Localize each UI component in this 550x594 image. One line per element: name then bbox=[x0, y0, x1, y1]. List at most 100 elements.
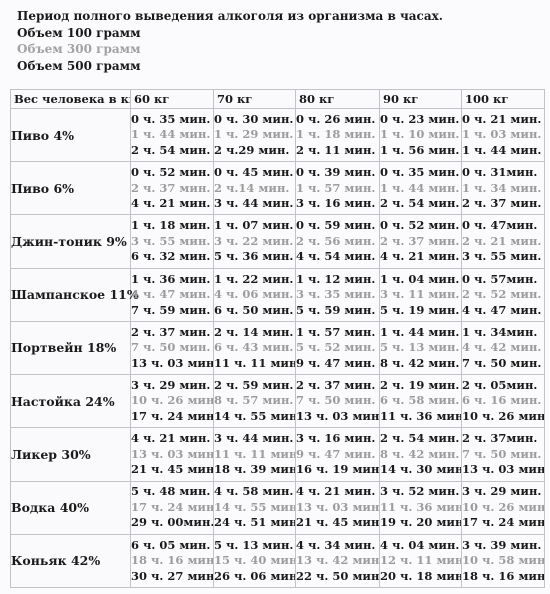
drink-label: Шампанское 11% bbox=[10, 267, 139, 322]
time-value-100g: 4 ч. 58 мин. bbox=[214, 484, 294, 499]
time-cell: 0 ч. 35 мин. 1 ч. 44 мин. 2 ч. 54 мин. bbox=[130, 107, 214, 163]
time-value-500g: 17 ч. 24 мин. bbox=[131, 408, 214, 423]
time-value-100g: 5 ч. 48 мин. bbox=[131, 484, 211, 499]
drink-label: Коньяк 42% bbox=[10, 533, 131, 589]
time-cell: 5 ч. 13 мин. 15 ч. 40 мин. 26 ч. 06 мин. bbox=[213, 533, 296, 589]
time-cell: 3 ч. 29 мин. 10 ч. 26 мин. 17 ч. 24 мин. bbox=[461, 480, 545, 535]
time-cell: 0 ч. 59 мин. 2 ч. 56 мин. 4 ч. 54 мин. bbox=[295, 214, 380, 269]
time-cell: 0 ч. 31мин. 1 ч. 34 мин. 2 ч. 37 мин. bbox=[461, 161, 545, 216]
time-value-100g: 0 ч. 35 мин. bbox=[131, 111, 211, 126]
time-cell: 0 ч. 26 мин. 1 ч. 18 мин. 2 ч. 11 мин. bbox=[295, 107, 380, 163]
time-value-300g: 6 ч. 16 мин. bbox=[462, 393, 542, 408]
time-value-500g: 5 ч. 36 мин. bbox=[214, 249, 294, 264]
time-cell: 4 ч. 21 мин. 13 ч. 03 мин. 21 ч. 45 мин. bbox=[295, 480, 380, 535]
time-value-500g: 4 ч. 54 мин. bbox=[296, 249, 376, 264]
time-value-300g: 1 ч. 44 мин. bbox=[131, 127, 211, 142]
time-cell: 3 ч. 44 мин. 11 ч. 11 мин. 18 ч. 39 мин. bbox=[213, 427, 296, 482]
time-value-100g: 3 ч. 39 мин. bbox=[462, 537, 542, 552]
time-cell: 5 ч. 48 мин. 17 ч. 24 мин. 29 ч. 00мин. bbox=[130, 480, 214, 535]
time-cell: 0 ч. 39 мин. 1 ч. 57 мин. 3 ч. 16 мин. bbox=[295, 161, 380, 216]
time-value-100g: 1 ч. 34мин. bbox=[462, 324, 538, 339]
time-value-300g: 17 ч. 24 мин. bbox=[131, 499, 214, 514]
time-value-100g: 3 ч. 29 мин. bbox=[462, 484, 542, 499]
time-value-100g: 0 ч. 52 мин. bbox=[131, 165, 211, 180]
time-value-500g: 1 ч. 44 мин. bbox=[462, 142, 542, 157]
time-value-500g: 2 ч.29 мин. bbox=[214, 142, 290, 157]
time-value-500g: 29 ч. 00мин. bbox=[131, 515, 214, 530]
time-cell: 4 ч. 04 мин. 12 ч. 11 мин. 20 ч. 18 мин. bbox=[379, 533, 462, 589]
time-value-500g: 4 ч. 47 мин. bbox=[462, 302, 542, 317]
time-value-300g: 10 ч. 26 мин. bbox=[462, 499, 545, 514]
time-value-500g: 14 ч. 30 мин. bbox=[380, 462, 462, 477]
table-row: Шампанское 11% 1 ч. 36 мин. 4 ч. 47 мин. 7 … bbox=[10, 267, 545, 322]
time-value-500g: 2 ч. 54 мин. bbox=[131, 142, 211, 157]
time-value-300g: 11 ч. 11 мин. bbox=[214, 446, 296, 461]
time-value-100g: 4 ч. 21 мин. bbox=[131, 431, 211, 446]
time-value-300g: 1 ч. 34 мин. bbox=[462, 180, 542, 195]
time-value-500g: 11 ч. 11 мин. bbox=[214, 355, 296, 370]
time-value-100g: 1 ч. 04 мин. bbox=[380, 271, 460, 286]
drink-label: Настойка 24% bbox=[10, 374, 131, 429]
time-value-100g: 2 ч. 05мин. bbox=[462, 377, 538, 392]
time-value-500g: 5 ч. 59 мин. bbox=[296, 302, 376, 317]
time-value-300g: 2 ч. 56 мин. bbox=[296, 233, 376, 248]
time-value-500g: 6 ч. 32 мин. bbox=[131, 249, 211, 264]
time-value-100g: 4 ч. 21 мин. bbox=[296, 484, 376, 499]
time-value-100g: 3 ч. 16 мин. bbox=[296, 431, 376, 446]
legend-volume-100: Объем 100 грамм bbox=[17, 25, 141, 40]
table-row: Портвейн 18% 2 ч. 37 мин. 7 ч. 50 мин. 13 ч… bbox=[10, 320, 545, 376]
drink-label: Пиво 4% bbox=[10, 107, 131, 163]
table-row: Пиво 4% 0 ч. 35 мин. 1 ч. 44 мин. 2 ч. 54 м… bbox=[10, 107, 545, 163]
table-row: Настойка 24% 3 ч. 29 мин. 10 ч. 26 мин. 17 … bbox=[10, 374, 545, 429]
corner-header: Вес человека в кг. bbox=[10, 89, 131, 109]
time-cell: 2 ч. 05мин. 6 ч. 16 мин. 10 ч. 26 мин. bbox=[461, 374, 545, 429]
time-value-500g: 22 ч. 50 мин. bbox=[296, 568, 380, 583]
time-value-300g: 1 ч. 57 мин. bbox=[296, 180, 376, 195]
time-value-500g: 21 ч. 45 мин. bbox=[131, 462, 214, 477]
time-value-100g: 2 ч. 54 мин. bbox=[380, 431, 460, 446]
table-row: Пиво 6% 0 ч. 52 мин. 2 ч. 37 мин. 4 ч. 21 м… bbox=[10, 161, 545, 216]
time-value-100g: 4 ч. 04 мин. bbox=[380, 537, 460, 552]
time-cell: 2 ч. 37мин. 7 ч. 50 мин. 13 ч. 03 мин. bbox=[461, 427, 545, 482]
time-value-500g: 14 ч. 55 мин. bbox=[214, 408, 296, 423]
time-value-100g: 0 ч. 52 мин. bbox=[380, 218, 460, 233]
time-value-500g: 17 ч. 24 мин. bbox=[462, 515, 545, 530]
time-value-100g: 2 ч. 37 мин. bbox=[131, 324, 211, 339]
time-value-100g: 0 ч. 26 мин. bbox=[296, 111, 376, 126]
time-value-500g: 4 ч. 21 мин. bbox=[131, 196, 211, 211]
time-value-300g: 1 ч. 10 мин. bbox=[380, 127, 460, 142]
table-row: Ликер 30% 4 ч. 21 мин. 13 ч. 03 мин. 21 ч. … bbox=[10, 427, 545, 482]
time-cell: 1 ч. 34мин. 4 ч. 42 мин. 7 ч. 50 мин. bbox=[461, 320, 545, 376]
legend-volume-300: Объем 300 грамм bbox=[17, 42, 141, 56]
time-value-500g: 3 ч. 44 мин. bbox=[214, 196, 294, 211]
time-value-500g: 13 ч. 03 мин. bbox=[296, 408, 380, 423]
time-value-500g: 21 ч. 45 мин. bbox=[296, 515, 380, 530]
time-value-300g: 3 ч. 22 мин. bbox=[214, 233, 294, 248]
time-value-300g: 7 ч. 50 мин. bbox=[462, 446, 542, 461]
time-value-500g: 13 ч. 03 мин. bbox=[131, 355, 214, 370]
time-value-300g: 3 ч. 11 мин. bbox=[380, 287, 460, 302]
time-cell: 2 ч. 59 мин. 8 ч. 57 мин. 14 ч. 55 мин. bbox=[213, 374, 296, 429]
time-cell: 3 ч. 16 мин. 9 ч. 47 мин. 16 ч. 19 мин. bbox=[295, 427, 380, 482]
time-value-300g: 7 ч. 50 мин. bbox=[296, 393, 376, 408]
weight-header: 60 кг bbox=[130, 89, 214, 109]
time-value-300g: 4 ч. 06 мин. bbox=[214, 287, 294, 302]
time-value-100g: 2 ч. 59 мин. bbox=[214, 377, 294, 392]
table-row: Коньяк 42% 6 ч. 05 мин. 18 ч. 16 мин. 30 ч.… bbox=[10, 533, 545, 589]
time-value-500g: 19 ч. 20 мин. bbox=[380, 515, 462, 530]
time-value-500g: 26 ч. 06 мин. bbox=[214, 568, 296, 583]
time-cell: 2 ч. 37 мин. 7 ч. 50 мин. 13 ч. 03 мин. bbox=[295, 374, 380, 429]
time-value-300g: 10 ч. 58 мин. bbox=[462, 553, 545, 568]
time-value-100g: 1 ч. 44 мин. bbox=[380, 324, 460, 339]
time-value-300g: 2 ч. 37 мин. bbox=[131, 180, 211, 195]
time-value-500g: 16 ч. 19 мин. bbox=[296, 462, 380, 477]
time-value-100g: 0 ч. 21 мин. bbox=[462, 111, 542, 126]
document-header: Период полного выведения алкоголя из орг… bbox=[17, 8, 537, 74]
time-value-300g: 13 ч. 03 мин. bbox=[296, 499, 380, 514]
time-value-300g: 8 ч. 42 мин. bbox=[380, 446, 460, 461]
time-value-500g: 13 ч. 03 мин. bbox=[462, 462, 545, 477]
time-value-100g: 1 ч. 12 мин. bbox=[296, 271, 376, 286]
time-value-100g: 0 ч. 57мин. bbox=[462, 271, 538, 286]
time-cell: 1 ч. 12 мин. 3 ч. 35 мин. 5 ч. 59 мин. bbox=[295, 267, 380, 322]
time-value-100g: 5 ч. 13 мин. bbox=[214, 537, 294, 552]
